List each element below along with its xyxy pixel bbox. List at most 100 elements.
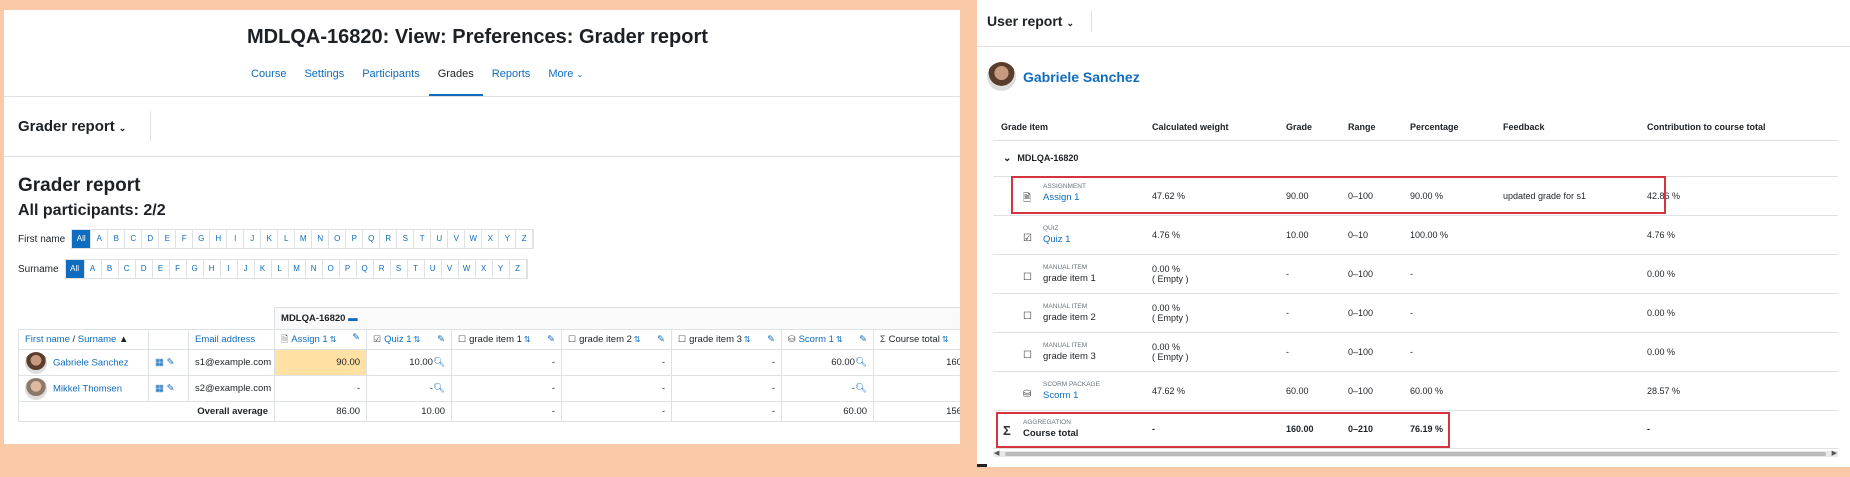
collapse-icon[interactable]: ▬ (348, 313, 358, 324)
surname-letter-k[interactable]: K (255, 260, 272, 278)
grade-cell[interactable]: - (671, 349, 783, 376)
grade-cell[interactable]: - (561, 349, 673, 376)
edit-icon[interactable]: ✎ (437, 334, 446, 345)
firstname-letter-s[interactable]: S (397, 230, 415, 248)
firstname-letter-h[interactable]: H (210, 230, 228, 248)
search-icon[interactable]: 🔍︎ (854, 383, 868, 394)
grade-cell[interactable]: -🔍︎ (366, 375, 453, 402)
surname-letter-n[interactable]: N (306, 260, 323, 278)
grade-cell[interactable]: -🔍︎ (781, 375, 875, 402)
firstname-letter-e[interactable]: E (159, 230, 177, 248)
firstname-letter-f[interactable]: F (176, 230, 194, 248)
firstname-letter-i[interactable]: I (227, 230, 245, 248)
surname-letter-i[interactable]: I (221, 260, 238, 278)
surname-letter-c[interactable]: C (119, 260, 136, 278)
edit-icon[interactable]: ✎ (767, 334, 776, 345)
surname-letter-u[interactable]: U (425, 260, 442, 278)
surname-letter-j[interactable]: J (238, 260, 255, 278)
surname-letter-h[interactable]: H (204, 260, 221, 278)
sort-icon[interactable]: ⇅ (743, 335, 751, 344)
sort-icon[interactable]: ⇅ (523, 335, 531, 344)
surname-letter-w[interactable]: W (459, 260, 476, 278)
edit-icon[interactable]: ✎ (859, 334, 868, 345)
surname-letter-a[interactable]: A (85, 260, 102, 278)
grade-cell[interactable]: - (451, 349, 563, 376)
chevron-down-icon[interactable]: ⌄ (1003, 152, 1012, 164)
edit-icon[interactable]: ✎ (352, 331, 361, 343)
search-icon[interactable]: 🔍︎ (432, 383, 446, 394)
tab-settings[interactable]: Settings (304, 68, 345, 80)
surname-letter-y[interactable]: Y (493, 260, 510, 278)
firstname-letter-o[interactable]: O (329, 230, 347, 248)
user-name-link[interactable]: Gabriele Sanchez (1023, 68, 1140, 85)
sort-icon[interactable]: ⇅ (413, 335, 421, 344)
surname-letter-s[interactable]: S (391, 260, 408, 278)
firstname-letter-c[interactable]: C (125, 230, 143, 248)
firstname-letter-w[interactable]: W (465, 230, 483, 248)
grade-cell[interactable]: 160.00 (873, 349, 960, 376)
firstname-letter-u[interactable]: U (431, 230, 449, 248)
scroll-left-icon[interactable]: ◀ (994, 450, 1000, 457)
tab-course[interactable]: Course (251, 68, 287, 80)
grade-item-name[interactable]: Scorm 1 (798, 334, 834, 345)
edit-icon[interactable]: ✎ (657, 334, 666, 345)
surname-letter-r[interactable]: R (374, 260, 391, 278)
scroll-thumb[interactable] (1005, 452, 1826, 456)
edit-icon[interactable]: ✎ (166, 383, 175, 394)
firstname-letter-j[interactable]: J (244, 230, 262, 248)
firstname-letter-y[interactable]: Y (499, 230, 517, 248)
sort-icon[interactable]: ⇅ (633, 335, 641, 344)
grade-item-name[interactable]: Quiz 1 (384, 334, 412, 345)
firstname-letter-b[interactable]: B (108, 230, 126, 248)
report-selector[interactable]: Grader report ⌄ (18, 118, 126, 135)
sort-firstname-link[interactable]: First name (25, 334, 70, 345)
surname-letter-t[interactable]: T (408, 260, 425, 278)
surname-letter-f[interactable]: F (170, 260, 187, 278)
surname-letter-z[interactable]: Z (510, 260, 527, 278)
firstname-letter-l[interactable]: L (278, 230, 296, 248)
surname-letter-all[interactable]: All (65, 260, 85, 278)
firstname-letter-t[interactable]: T (414, 230, 432, 248)
grade-cell[interactable]: 60.00🔍︎ (781, 349, 875, 376)
firstname-letter-x[interactable]: X (482, 230, 500, 248)
firstname-letter-z[interactable]: Z (516, 230, 534, 248)
grade-cell[interactable]: - (274, 375, 368, 402)
firstname-letter-p[interactable]: P (346, 230, 364, 248)
surname-letter-b[interactable]: B (102, 260, 119, 278)
sort-icon[interactable]: ⇅ (941, 335, 949, 344)
firstname-letter-a[interactable]: A (91, 230, 109, 248)
tab-reports[interactable]: Reports (491, 68, 531, 80)
email-header[interactable]: Email address (187, 329, 276, 350)
sort-icon[interactable]: ⇅ (835, 335, 843, 344)
student-name-link[interactable]: Gabriele Sanchez (53, 357, 129, 369)
firstname-letter-d[interactable]: D (142, 230, 160, 248)
search-icon[interactable]: 🔍︎ (432, 357, 446, 368)
grade-cell[interactable]: 10.00🔍︎ (366, 349, 453, 376)
surname-letter-x[interactable]: X (476, 260, 493, 278)
firstname-letter-r[interactable]: R (380, 230, 398, 248)
tab-grades[interactable]: Grades (428, 64, 483, 97)
tab-more[interactable]: More ⌄ (539, 64, 592, 97)
sort-icon[interactable]: ⇅ (329, 334, 337, 344)
surname-letter-l[interactable]: L (272, 260, 289, 278)
grade-cell[interactable]: - (671, 375, 783, 402)
surname-letter-g[interactable]: G (187, 260, 204, 278)
grade-cell[interactable]: - (451, 375, 563, 402)
firstname-letter-q[interactable]: Q (363, 230, 381, 248)
item-name[interactable]: Quiz 1 (1043, 233, 1071, 245)
scroll-right-icon[interactable]: ▶ (1831, 450, 1837, 457)
grade-cell[interactable]: - (873, 375, 960, 402)
grade-cell[interactable]: 90.00 (274, 349, 368, 376)
firstname-letter-n[interactable]: N (312, 230, 330, 248)
firstname-letter-m[interactable]: M (295, 230, 313, 248)
tab-participants[interactable]: Participants (362, 68, 420, 80)
student-name-link[interactable]: Mikkel Thomsen (53, 383, 122, 395)
grade-cell[interactable]: - (561, 375, 673, 402)
firstname-letter-g[interactable]: G (193, 230, 211, 248)
report-selector[interactable]: User report ⌄ (987, 13, 1074, 29)
firstname-letter-k[interactable]: K (261, 230, 279, 248)
grade-item-name[interactable]: Assign 1 (291, 333, 328, 345)
surname-letter-v[interactable]: V (442, 260, 459, 278)
firstname-letter-all[interactable]: All (72, 230, 92, 248)
surname-letter-m[interactable]: M (289, 260, 306, 278)
